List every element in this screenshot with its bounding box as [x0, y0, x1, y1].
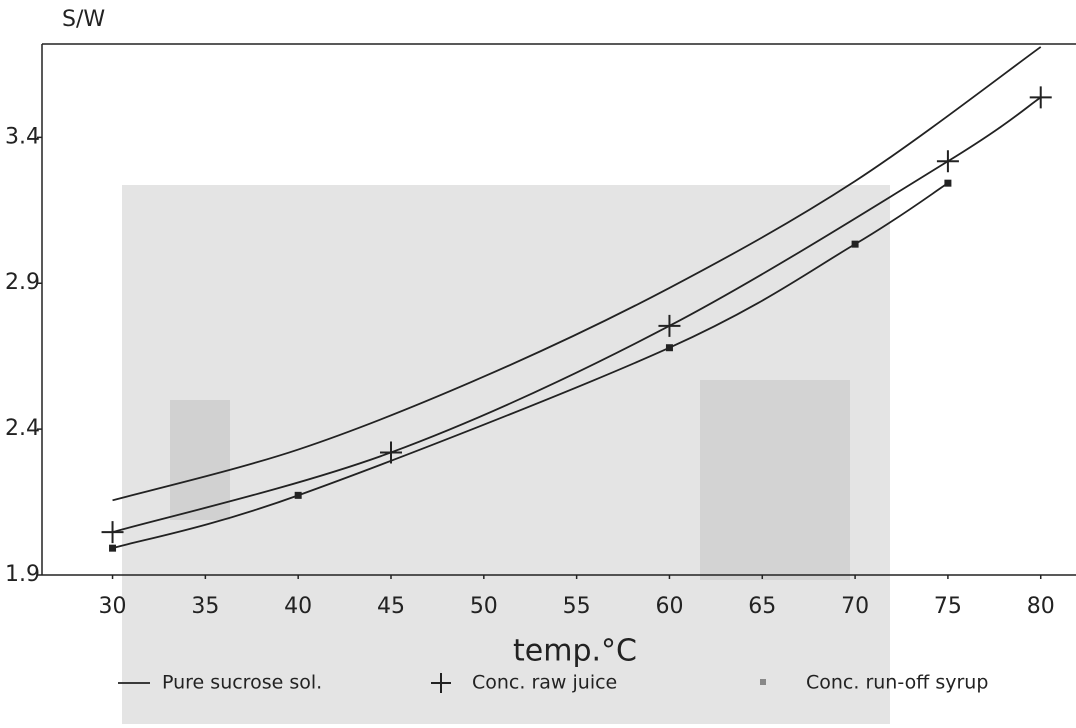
legend-swatch	[431, 673, 451, 693]
x-tick-label: 50	[470, 594, 498, 619]
legend-swatch	[760, 679, 766, 685]
plus-marker	[1029, 86, 1052, 109]
x-tick-label: 65	[748, 594, 776, 619]
plus-marker	[101, 521, 124, 544]
square-marker	[294, 491, 302, 499]
legend-label: Conc. run-off syrup	[806, 672, 988, 694]
y-tick-label: 2.4	[5, 416, 40, 441]
x-tick-label: 80	[1027, 594, 1055, 619]
x-tick-label: 35	[191, 594, 219, 619]
background-photo-detail	[170, 400, 230, 520]
y-tick-label: 2.9	[5, 270, 40, 295]
plus-marker	[658, 314, 681, 337]
x-axis-label: temp.°C	[513, 634, 637, 669]
square-marker	[665, 344, 673, 352]
square-marker	[851, 240, 859, 248]
plus-marker	[936, 150, 959, 173]
background-photo-detail	[700, 380, 850, 580]
x-tick-label: 45	[377, 594, 405, 619]
plus-marker	[379, 441, 402, 464]
y-axis-label: S/W	[62, 7, 105, 32]
x-tick-label: 55	[563, 594, 591, 619]
square-marker	[944, 179, 952, 187]
x-tick-label: 70	[841, 594, 869, 619]
x-tick-label: 30	[99, 594, 127, 619]
legend-label: Pure sucrose sol.	[162, 672, 322, 694]
square-marker	[109, 544, 117, 552]
series-line	[112, 182, 949, 550]
y-tick-label: 1.9	[5, 562, 40, 587]
y-tick-label: 3.4	[5, 124, 40, 149]
x-tick-label: 75	[934, 594, 962, 619]
x-tick-label: 60	[655, 594, 683, 619]
series-line	[112, 46, 1042, 502]
legend-label: Conc. raw juice	[472, 672, 617, 694]
x-tick-label: 40	[284, 594, 312, 619]
